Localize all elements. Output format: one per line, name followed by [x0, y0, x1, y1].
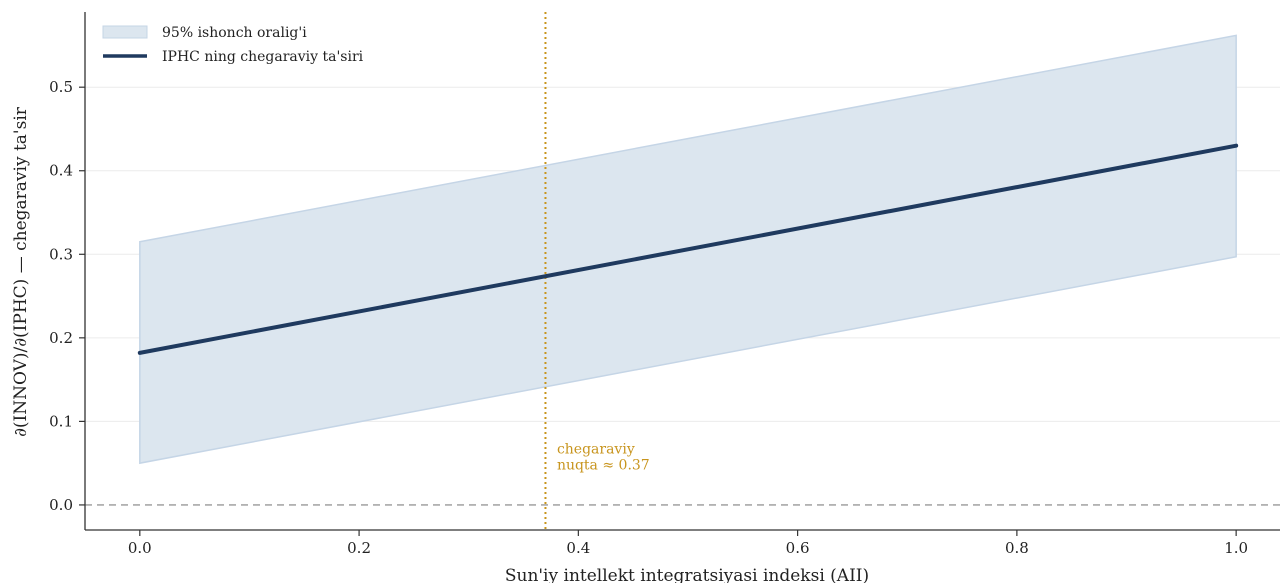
x-tick-label: 1.0 [1224, 539, 1248, 557]
y-tick-label: 0.0 [49, 496, 73, 514]
threshold-annotation-line-1: chegaraviy [557, 441, 635, 457]
y-tick-label: 0.3 [49, 245, 73, 263]
reference-lines [85, 12, 1280, 530]
threshold-annotation-line-2: nuqta ≈ 0.37 [557, 457, 650, 473]
marginal-effect-line [137, 143, 1239, 355]
axes [79, 12, 1280, 536]
x-tick-label: 0.2 [347, 539, 371, 557]
y-axis-title: ∂(INNOV)/∂(IPHC) — chegaraviy ta'sir [11, 106, 31, 437]
legend-band-label: 95% ishonch oralig'i [162, 25, 307, 41]
x-axis-title: Sun'iy intellekt integratsiyasi indeksi … [505, 566, 869, 583]
x-tick-label: 0.0 [128, 539, 152, 557]
y-tick-label: 0.2 [49, 329, 73, 347]
x-tick-label: 0.4 [566, 539, 590, 557]
legend-band-swatch [102, 25, 148, 39]
legend-line-label: IPHC ning chegaraviy ta'siri [162, 49, 364, 65]
y-tick-label: 0.4 [49, 162, 73, 180]
x-tick-label: 0.8 [1005, 539, 1029, 557]
tick-labels: 0.0 0.2 0.4 0.6 0.8 1.0 0.0 0.1 0.2 0.3 0.4 0.5 [49, 78, 1248, 557]
y-tick-label: 0.5 [49, 78, 73, 96]
legend: 95% ishonch oralig'i IPHC ning chegaravi… [102, 25, 364, 65]
series-line-layer [137, 143, 1239, 355]
x-tick-label: 0.6 [786, 539, 810, 557]
y-tick-label: 0.1 [49, 412, 73, 430]
threshold-annotation: chegaraviy nuqta ≈ 0.37 [557, 441, 650, 473]
